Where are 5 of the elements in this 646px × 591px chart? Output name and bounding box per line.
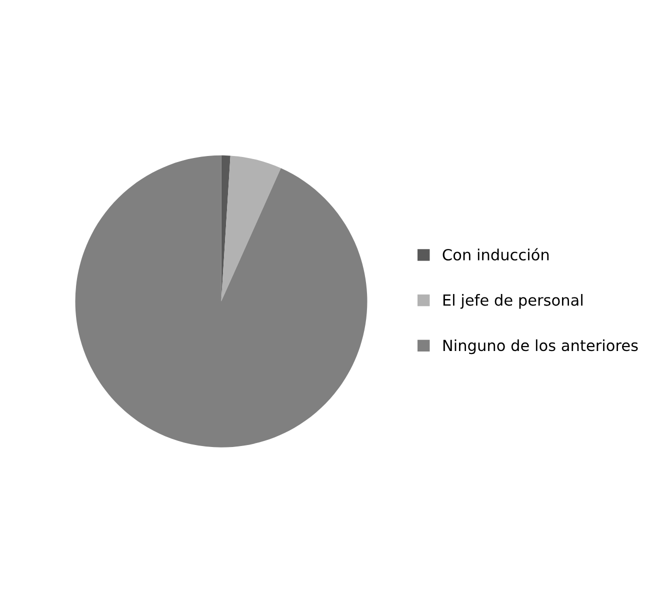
pie-slice (221, 156, 281, 302)
legend-label: El jefe de personal (443, 294, 582, 309)
legend-label: Ninguno de los anteriores (443, 339, 638, 354)
legend-label: Con inducción (442, 248, 549, 260)
pie-slice (75, 155, 368, 448)
